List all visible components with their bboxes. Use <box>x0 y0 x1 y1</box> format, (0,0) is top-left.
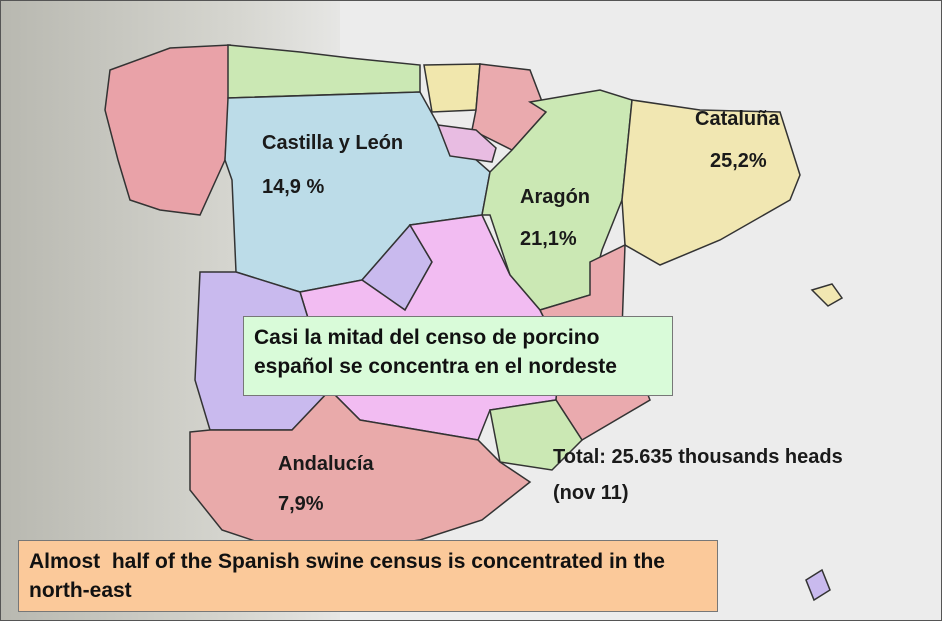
galicia <box>104 44 231 216</box>
region-share: 7,9% <box>278 493 324 515</box>
la-rioja <box>436 124 497 163</box>
murcia <box>489 399 583 471</box>
region-name: Aragón <box>520 186 590 208</box>
region-share: 21,1% <box>520 228 577 250</box>
andalucia <box>189 388 532 557</box>
english-note: Almost half of the Spanish swine census … <box>18 540 718 612</box>
region-name: Castilla y León <box>262 132 404 154</box>
total-date: (nov 11) <box>553 482 629 504</box>
cataluna <box>621 99 801 266</box>
baleares <box>810 283 844 307</box>
canarias <box>805 568 831 602</box>
region-name: Cataluña <box>695 108 780 130</box>
spanish-note: Casi la mitad del censo de porcino españ… <box>243 316 673 396</box>
region-name: Andalucía <box>278 453 374 475</box>
region-share: 25,2% <box>710 150 767 172</box>
total-text: Total: 25.635 thousands heads <box>553 446 843 468</box>
region-share: 14,9 % <box>262 176 325 198</box>
pais-vasco <box>423 63 481 113</box>
